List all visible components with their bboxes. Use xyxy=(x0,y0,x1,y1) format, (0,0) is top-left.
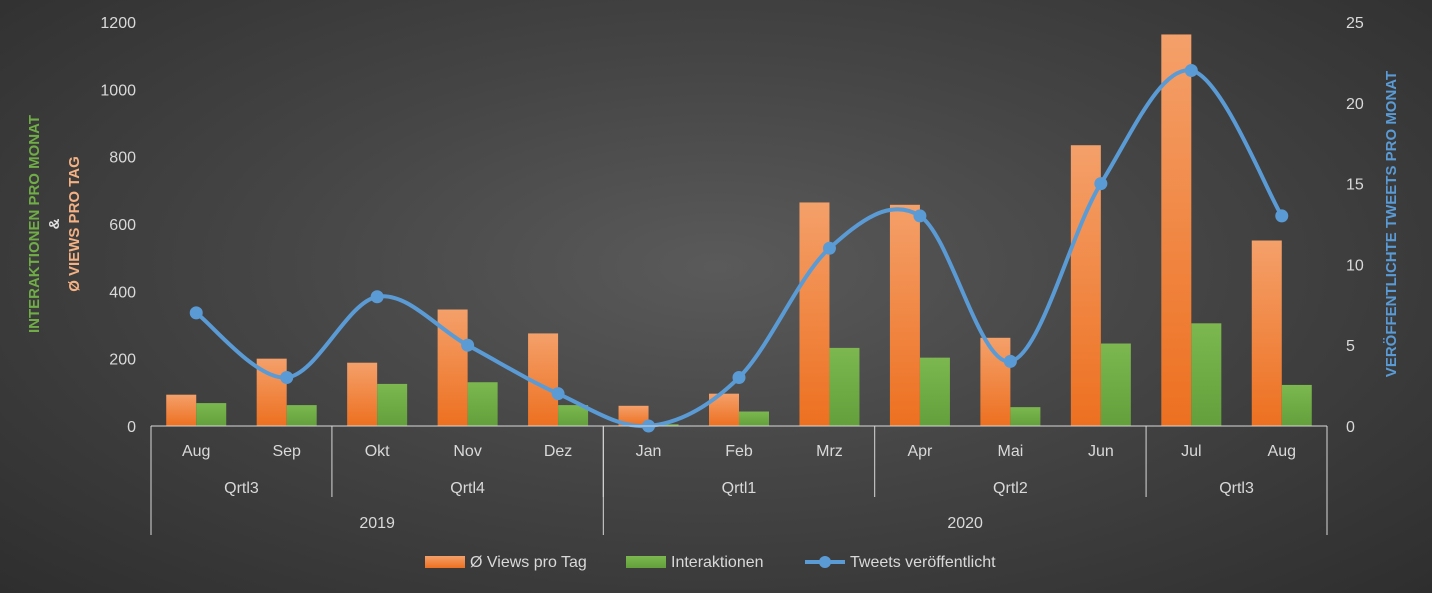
bar-views-okt xyxy=(347,362,378,426)
x-month-label: Nov xyxy=(453,443,481,460)
bar-interactions-jun xyxy=(1100,343,1131,426)
y-left-tick-label: 800 xyxy=(109,150,136,167)
x-month-label: Sep xyxy=(272,443,301,460)
legend-label-views: Ø Views pro Tag xyxy=(470,554,587,571)
bar-interactions-mai xyxy=(1010,407,1041,426)
bar-views-aug xyxy=(166,394,197,426)
y-right-tick-label: 10 xyxy=(1346,257,1364,274)
bar-interactions-jul xyxy=(1191,323,1222,426)
y-axis-left-title: INTERAKTIONEN PRO MONAT & Ø VIEWS PRO TA… xyxy=(26,115,83,333)
y-axis-left-title-line3: Ø VIEWS PRO TAG xyxy=(66,156,83,292)
y-axis-left: 0 200 400 600 800 1000 1200 xyxy=(100,15,136,436)
tweets-point-sep xyxy=(280,371,294,385)
legend-swatch-tweets-marker xyxy=(819,556,831,568)
bar-interactions-aug xyxy=(196,403,227,426)
legend-swatch-interactions xyxy=(626,556,666,568)
y-left-tick-label: 600 xyxy=(109,217,136,234)
y-right-tick-label: 15 xyxy=(1346,177,1364,194)
y-left-tick-label: 200 xyxy=(109,352,136,369)
bar-views-mrz xyxy=(799,202,830,426)
x-quarter-label: Qrtl4 xyxy=(450,480,485,497)
x-month-label: Jul xyxy=(1181,443,1201,460)
bar-interactions-okt xyxy=(377,383,408,426)
x-axis: Aug Sep Okt Nov Dez Jan Feb Mrz Apr Mai Jun Jul Aug Q… xyxy=(150,425,1328,535)
y-right-tick-label: 0 xyxy=(1346,419,1355,436)
tweets-point-dez xyxy=(551,387,565,401)
x-month-label: Mrz xyxy=(816,443,843,460)
y-right-tick-label: 25 xyxy=(1346,15,1364,32)
bar-interactions-mrz xyxy=(829,347,860,426)
tweets-point-nov xyxy=(461,338,475,352)
tweets-point-jun xyxy=(1094,177,1108,191)
y-left-tick-label: 1000 xyxy=(100,82,136,99)
x-month-label: Dez xyxy=(544,443,572,460)
y-right-tick-label: 20 xyxy=(1346,96,1364,113)
y-axis-right-title: VERÖFFENTLICHTE TWEETS PRO MONAT xyxy=(1383,71,1400,377)
tweets-point-mrz xyxy=(822,241,836,255)
tweets-line xyxy=(189,63,1289,433)
x-year-label: 2020 xyxy=(947,515,983,532)
bar-interactions-feb xyxy=(739,411,769,426)
y-left-tick-label: 1200 xyxy=(100,15,136,32)
x-month-label: Aug xyxy=(1268,443,1296,460)
x-month-label: Jan xyxy=(636,443,662,460)
x-quarter-label: Qrtl3 xyxy=(224,480,259,497)
tweets-point-aug xyxy=(189,306,203,320)
y-left-tick-label: 0 xyxy=(127,419,136,436)
y-axis-right: 0 5 10 15 20 25 xyxy=(1346,15,1364,436)
bars xyxy=(166,34,1312,426)
bar-views-aug xyxy=(1251,240,1282,426)
bar-interactions-sep xyxy=(286,405,317,426)
tweets-point-mai xyxy=(1003,354,1017,368)
legend: Ø Views pro Tag Interaktionen Tweets ver… xyxy=(425,554,996,571)
bar-interactions-aug xyxy=(1281,384,1312,426)
tweets-point-apr xyxy=(913,209,927,223)
bar-interactions-apr xyxy=(919,357,950,426)
legend-swatch-views xyxy=(425,556,465,568)
legend-label-interactions: Interaktionen xyxy=(671,554,764,571)
bar-views-jul xyxy=(1161,34,1192,426)
bar-views-jan xyxy=(618,405,649,426)
tweets-point-jul xyxy=(1184,63,1198,77)
x-quarter-label: Qrtl3 xyxy=(1219,480,1254,497)
tweets-point-aug xyxy=(1275,209,1289,223)
legend-label-tweets: Tweets veröffentlicht xyxy=(850,554,996,571)
tweets-point-okt xyxy=(370,290,384,304)
y-right-tick-label: 5 xyxy=(1346,338,1355,355)
y-axis-left-title-line2: & xyxy=(46,218,63,229)
bar-views-apr xyxy=(889,204,920,426)
x-quarter-label: Qrtl1 xyxy=(722,480,757,497)
y-left-tick-label: 400 xyxy=(109,284,136,301)
x-month-label: Mai xyxy=(997,443,1023,460)
x-month-label: Apr xyxy=(907,443,933,460)
y-axis-left-title-line1: INTERAKTIONEN PRO MONAT xyxy=(26,115,43,333)
bar-interactions-nov xyxy=(467,382,498,426)
x-month-label: Okt xyxy=(365,443,390,460)
x-month-label: Feb xyxy=(725,443,753,460)
x-quarter-label: Qrtl2 xyxy=(993,480,1028,497)
x-month-label: Aug xyxy=(182,443,210,460)
x-month-label: Jun xyxy=(1088,443,1114,460)
tweets-point-feb xyxy=(732,371,746,385)
x-year-label: 2019 xyxy=(359,515,395,532)
bar-interactions-dez xyxy=(558,405,589,426)
